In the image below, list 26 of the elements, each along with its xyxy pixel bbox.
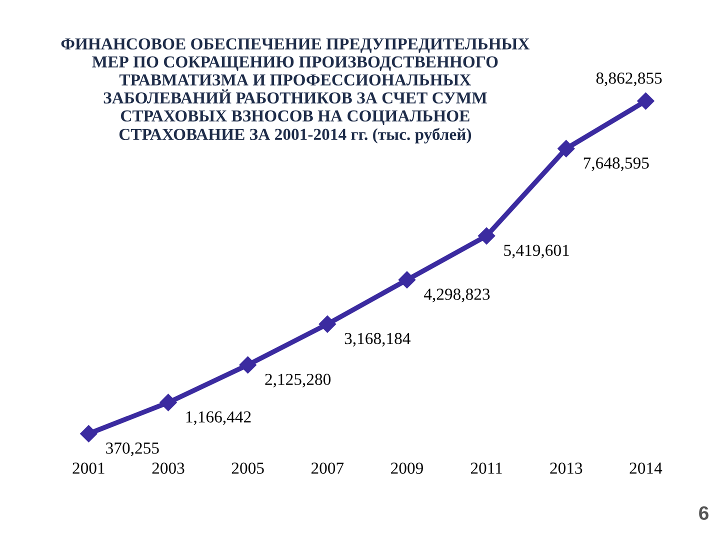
chart-title: ФИНАНСОВОЕ ОБЕСПЕЧЕНИЕ ПРЕДУПРЕДИТЕЛЬНЫХ МЕР ПО СОКРАЩЕНИЮ ПРОИЗВОДСТВЕННОГО ТРАВМАТИЗМА И ПРОФЕССИОНАЛЬНЫХ ЗАБОЛЕВАНИЙ РАБОТНИКОВ ЗА СЧЕТ СУММ СТРАХОВЫХ ВЗНОСОВ НА СОЦИАЛЬНОЕ СТРАХОВАНИЕ ЗА 2001-2014 гг. (тыс. рублей): [61, 38, 530, 144]
data-label: 5,419,601: [504, 244, 569, 258]
data-label: 2,125,280: [265, 374, 331, 388]
point: [239, 356, 256, 374]
point: [318, 316, 336, 333]
x-tick-label: 2007: [311, 462, 344, 474]
point: [80, 425, 98, 442]
point: [160, 394, 177, 412]
text: 6: [699, 506, 708, 520]
data-label: 1,166,442: [186, 411, 251, 425]
point: [558, 140, 575, 158]
data-label: 3,168,184: [344, 332, 410, 347]
x-tick-label: 2014: [630, 462, 662, 474]
data-label: 4,298,823: [424, 288, 490, 302]
x-tick-label: 2011: [470, 462, 502, 474]
x-tick-label: 2003: [152, 462, 184, 474]
data-label: 7,648,595: [584, 157, 649, 172]
x-tick-label: 2001: [72, 462, 104, 474]
x-tick-label: 2009: [391, 462, 423, 474]
x-tick-label: 2005: [232, 462, 264, 474]
point: [478, 227, 496, 244]
x-tick-label: 2013: [550, 462, 582, 474]
point: [398, 271, 416, 288]
point: [637, 92, 654, 110]
data-label: 8,862,855: [596, 72, 662, 86]
data-label: 370,255: [106, 442, 159, 456]
